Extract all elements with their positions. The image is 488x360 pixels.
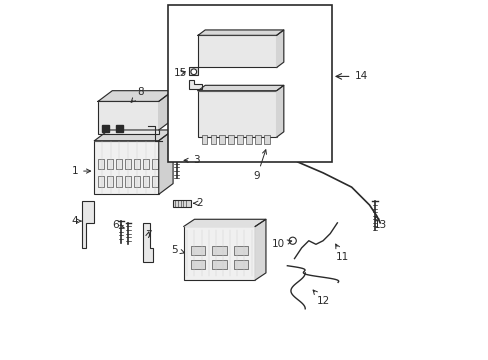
- Bar: [116, 176, 122, 187]
- Text: 3: 3: [183, 156, 199, 165]
- Polygon shape: [255, 219, 265, 280]
- Bar: [210, 135, 216, 144]
- Bar: [233, 260, 247, 269]
- Bar: [190, 246, 205, 255]
- Bar: [116, 125, 123, 132]
- Text: 13: 13: [373, 216, 386, 230]
- Polygon shape: [183, 219, 265, 226]
- Bar: [190, 260, 205, 269]
- Bar: [142, 158, 149, 169]
- Bar: [102, 125, 108, 132]
- Text: 9: 9: [253, 150, 266, 181]
- Bar: [107, 176, 113, 187]
- Text: 14: 14: [354, 71, 368, 81]
- Bar: [212, 246, 226, 255]
- Bar: [198, 35, 276, 67]
- Bar: [98, 176, 104, 187]
- Polygon shape: [189, 80, 201, 89]
- Bar: [134, 176, 140, 187]
- Bar: [264, 135, 269, 144]
- Polygon shape: [94, 130, 173, 141]
- Text: 1: 1: [71, 166, 90, 176]
- Text: 11: 11: [335, 244, 348, 262]
- Text: 8: 8: [131, 87, 144, 102]
- Text: 15: 15: [173, 68, 186, 78]
- Bar: [167, 5, 331, 162]
- Polygon shape: [98, 91, 173, 102]
- Polygon shape: [159, 91, 173, 130]
- Bar: [183, 226, 255, 280]
- Circle shape: [266, 135, 275, 143]
- Text: 12: 12: [312, 290, 329, 306]
- Bar: [237, 135, 242, 144]
- Bar: [255, 135, 260, 144]
- Polygon shape: [276, 85, 283, 137]
- Polygon shape: [159, 130, 173, 194]
- Polygon shape: [142, 223, 153, 262]
- Text: 4: 4: [71, 216, 81, 226]
- FancyBboxPatch shape: [98, 102, 159, 134]
- Bar: [173, 200, 190, 207]
- Text: 10: 10: [271, 239, 291, 249]
- Bar: [98, 158, 104, 169]
- Bar: [116, 158, 122, 169]
- Bar: [134, 158, 140, 169]
- Text: 2: 2: [193, 198, 203, 208]
- Polygon shape: [198, 30, 283, 35]
- Text: 6: 6: [112, 220, 124, 230]
- Bar: [151, 176, 158, 187]
- Bar: [228, 135, 233, 144]
- Bar: [124, 158, 131, 169]
- Circle shape: [190, 69, 196, 75]
- FancyBboxPatch shape: [94, 141, 159, 194]
- Polygon shape: [198, 85, 283, 91]
- Polygon shape: [82, 202, 94, 248]
- Bar: [233, 246, 247, 255]
- Bar: [246, 135, 251, 144]
- Bar: [189, 67, 198, 75]
- Bar: [124, 176, 131, 187]
- Bar: [201, 135, 206, 144]
- Bar: [198, 91, 276, 137]
- Polygon shape: [276, 30, 283, 67]
- Circle shape: [288, 237, 296, 244]
- Text: 5: 5: [171, 245, 184, 255]
- Bar: [219, 135, 224, 144]
- Bar: [212, 260, 226, 269]
- Bar: [151, 158, 158, 169]
- Bar: [142, 176, 149, 187]
- Bar: [107, 158, 113, 169]
- Text: 7: 7: [144, 230, 151, 240]
